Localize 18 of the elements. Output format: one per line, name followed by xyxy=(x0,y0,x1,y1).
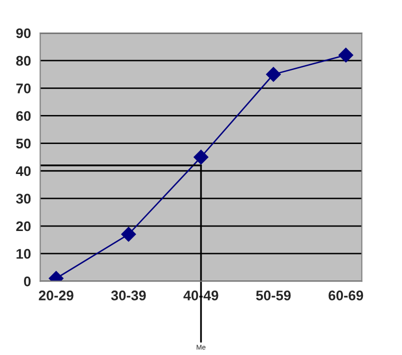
point xyxy=(194,150,208,164)
x-tick-label: 50-59 xyxy=(256,290,291,300)
y-tick-label: 0 xyxy=(24,276,31,286)
point xyxy=(338,48,354,62)
y-tick-label: 20 xyxy=(16,221,31,232)
y-tick-label: 10 xyxy=(16,248,31,259)
point xyxy=(121,226,136,242)
y-tick-label: 80 xyxy=(16,56,31,66)
x-tick-label: 30-39 xyxy=(111,290,146,300)
y-tick-label: 90 xyxy=(16,28,31,38)
y-tick-label: 40 xyxy=(16,166,31,176)
y-tick-label: 30 xyxy=(16,194,31,204)
x-tick-label: 20-29 xyxy=(38,290,74,300)
y-tick-label: 70 xyxy=(16,83,31,94)
x-tick-label: 60-69 xyxy=(328,290,364,300)
point xyxy=(266,66,281,82)
y-tick-label: 50 xyxy=(16,138,31,148)
y-tick-label: 60 xyxy=(16,111,31,121)
